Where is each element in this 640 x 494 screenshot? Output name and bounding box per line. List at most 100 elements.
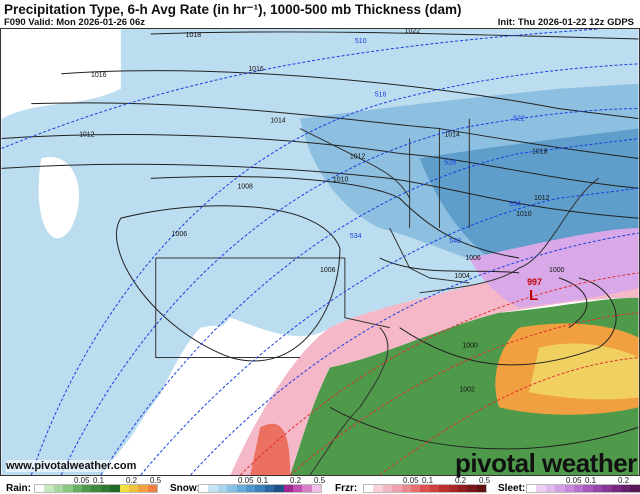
legend-tick: 0.1 [257, 476, 269, 485]
colorbar-cell [63, 485, 73, 492]
colorbar-cell [35, 485, 45, 492]
legend-tick: 0.5 [150, 476, 162, 485]
isobar-label: 1010 [516, 211, 532, 218]
colorbar-cell [292, 485, 303, 492]
colorbar-cell [302, 485, 312, 492]
map-title: Precipitation Type, 6-h Avg Rate (in hr⁻… [4, 2, 462, 17]
colorbar-cell [245, 485, 256, 492]
isobars [1, 31, 639, 450]
legend-tick: 0.1 [585, 476, 597, 485]
website-url: www.pivotalweather.com [6, 460, 137, 472]
colorbar-cell [100, 485, 111, 492]
isobar-label: 1000 [549, 267, 565, 274]
thickness-labels: 510 516 522 528 534 534 540 [350, 38, 525, 245]
weather-map[interactable]: 1022 1018 1016 1016 1014 1014 1012 1012 … [0, 28, 640, 476]
isobar-label: 1006 [320, 267, 336, 274]
colorbar-cell [602, 485, 612, 492]
legend-tick: 0.1 [93, 476, 105, 485]
legend-tick: 0.05 [238, 476, 254, 485]
legend-snow: Snow: 0.05 0.1 0.2 0.5 [170, 476, 325, 494]
colorbar-cell [147, 485, 158, 492]
colorbar-cell [401, 485, 411, 492]
colorbar-cell [208, 485, 218, 492]
isobar-label: 1022 [405, 28, 421, 35]
colorbar-cell [217, 485, 228, 492]
legend-tick: 0.2 [290, 476, 302, 485]
legend-label: Snow: [170, 483, 200, 494]
low-pressure-value: 997 [527, 277, 542, 287]
isobar-label: 1014 [444, 132, 460, 139]
isobar-label: 1008 [237, 183, 253, 190]
colorbar-cell [119, 485, 129, 492]
isobar-label: 1016 [91, 72, 107, 79]
precip-legend: Rain: 0.05 0.1 0.2 0.5 Snow: 0.05 0.1 0.2 0.5 Frzr… [0, 476, 640, 494]
colorbar-cell [476, 485, 487, 492]
init-time: Init: Thu 2026-01-22 12z GDPS [497, 17, 634, 28]
isobar-label: 1012 [79, 132, 95, 139]
low-pressure-center: 997 L [527, 277, 542, 304]
isobar-label: 1006 [465, 255, 481, 262]
legend-tick: 0.2 [618, 476, 630, 485]
colorbar-cell [620, 485, 631, 492]
colorbar-cell [128, 485, 139, 492]
isobar-label: 1018 [532, 148, 548, 155]
colorbar-cell [44, 485, 54, 492]
thickness-label: 516 [375, 92, 387, 99]
colorbar-cell [81, 485, 92, 492]
legend-frzr: Frzr: 0.05 0.1 0.2 0.5 [335, 476, 490, 494]
colorbar-cell [592, 485, 603, 492]
colorbar-cell [236, 485, 246, 492]
colorbar-cell [72, 485, 82, 492]
low-pressure-symbol: L [529, 287, 538, 304]
legend-tick: 0.1 [422, 476, 434, 485]
legend-label: Sleet: [498, 483, 526, 494]
colorbar-cell [138, 485, 148, 492]
colorbar-cell [53, 485, 64, 492]
legend-tick: 0.5 [479, 476, 491, 485]
colorbar-cell [110, 485, 120, 492]
isobar-labels: 1022 1018 1016 1016 1014 1014 1012 1012 … [79, 28, 565, 393]
colorbar-cell [457, 485, 468, 492]
thickness-label: 534 [509, 201, 521, 208]
legend-tick: 0.5 [314, 476, 326, 485]
colorbar-cell [564, 485, 574, 492]
colorbar-cell [227, 485, 237, 492]
colorbar-cell [429, 485, 440, 492]
isobar-label: 1018 [186, 32, 202, 39]
rain-area [290, 297, 639, 475]
colorbar-cell [420, 485, 430, 492]
colorbar-cell [583, 485, 593, 492]
thickness-label: 528 [444, 159, 456, 166]
legend-colorbar [34, 484, 158, 493]
colorbar-cell [410, 485, 421, 492]
legend-tick: 0.05 [74, 476, 90, 485]
valid-time: F090 Valid: Mon 2026-01-26 06z [4, 17, 145, 28]
legend-colorbar [363, 484, 487, 493]
isobar-label: 1012 [534, 195, 550, 202]
colorbar-cell [467, 485, 477, 492]
colorbar-cell [91, 485, 101, 492]
thickness-label: 522 [513, 116, 525, 123]
isobar-label: 1004 [454, 273, 470, 280]
isobar-label: 1002 [459, 386, 475, 393]
colorbar-cell [392, 485, 402, 492]
colorbar-cell [611, 485, 621, 492]
thickness-label: 510 [355, 38, 367, 45]
colorbar-cell [373, 485, 383, 492]
legend-tick: 0.05 [566, 476, 582, 485]
colorbar-cell [545, 485, 556, 492]
colorbar-cell [527, 485, 537, 492]
thickness-contours [1, 29, 639, 475]
colorbar-cell [311, 485, 322, 492]
colorbar-cell [283, 485, 293, 492]
colorbar-cell [555, 485, 565, 492]
colorbar-cell [630, 485, 640, 492]
colorbar-cell [439, 485, 449, 492]
legend-label: Rain: [6, 483, 31, 494]
colorbar-cell [364, 485, 374, 492]
colorbar-cell [536, 485, 546, 492]
legend-rain: Rain: 0.05 0.1 0.2 0.5 [6, 476, 161, 494]
legend-colorbar [198, 484, 322, 493]
legend-colorbar [526, 484, 640, 493]
mixed-precip-area [230, 228, 639, 475]
